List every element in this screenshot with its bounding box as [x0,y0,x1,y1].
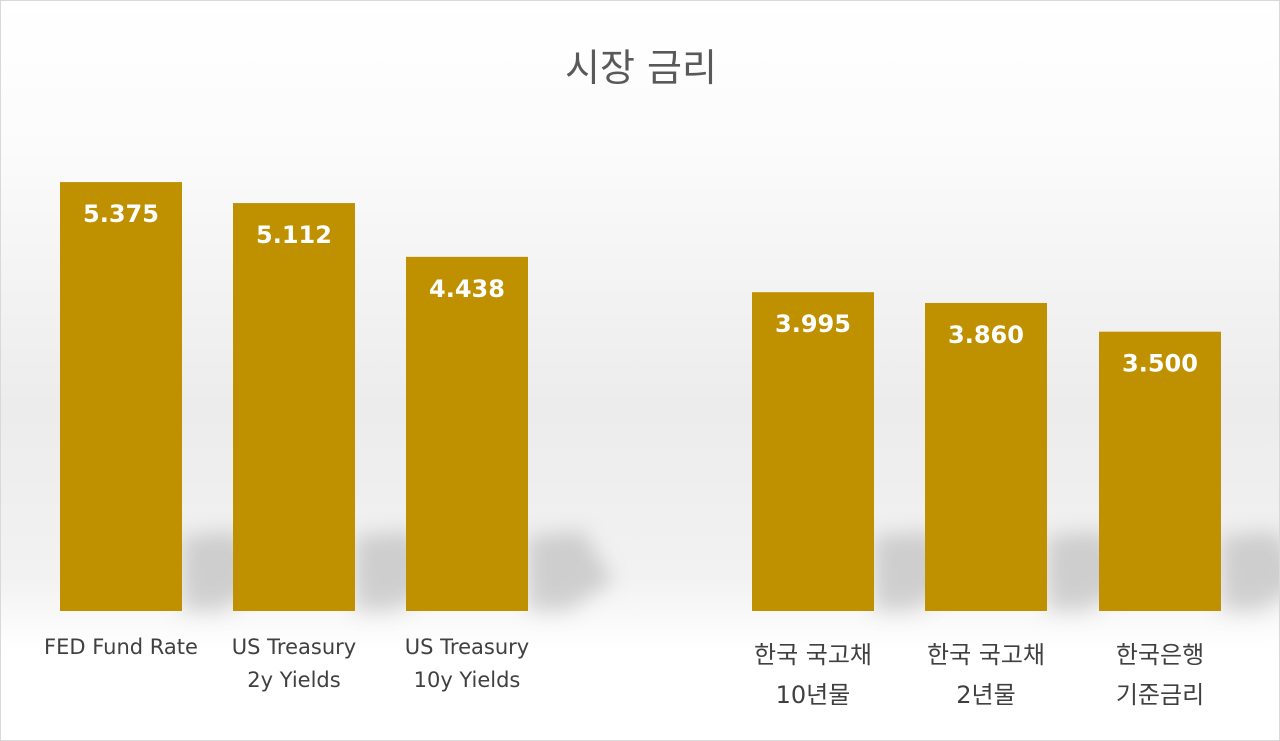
category-label-line: 2년물 [956,681,1015,709]
data-label: 5.375 [83,200,159,228]
data-label: 4.438 [429,275,505,303]
category-label-line: 기준금리 [1116,681,1204,709]
category-label-line: 한국 국고채 [754,641,872,669]
bars-group [60,182,1221,612]
category-label-line: US Treasury [232,635,356,659]
category-label-line: FED Fund Rate [44,635,198,659]
category-label: US Treasury 10y Yields [405,635,529,692]
category-label: US Treasury 2y Yields [232,635,356,692]
bar-shadow [1221,531,1279,611]
bar [1099,331,1221,611]
data-labels-group: 5.375 5.112 4.438 3.995 3.860 3.500 [83,200,1198,378]
category-label: FED Fund Rate [44,635,198,659]
category-label-line: 한국은행 [1116,641,1204,669]
bar [406,256,528,611]
category-label: 한국 국고채 10년물 [754,641,872,709]
data-label: 3.860 [948,321,1024,349]
category-label-line: 2y Yields [247,668,340,692]
category-label-line: 한국 국고채 [927,641,1045,669]
bar [925,302,1047,611]
category-label-line: 10y Yields [414,668,521,692]
chart-title: 시장 금리 [565,46,717,90]
data-label: 3.500 [1122,350,1198,378]
bar [60,182,182,611]
category-label-line: US Treasury [405,635,529,659]
data-label: 3.995 [775,310,851,338]
bar [233,203,355,612]
bar-shadow [528,531,613,611]
category-label: 한국 국고채 2년물 [927,641,1045,709]
bar [752,292,874,611]
category-label-line: 10년물 [776,681,851,709]
data-label: 5.112 [256,221,332,249]
